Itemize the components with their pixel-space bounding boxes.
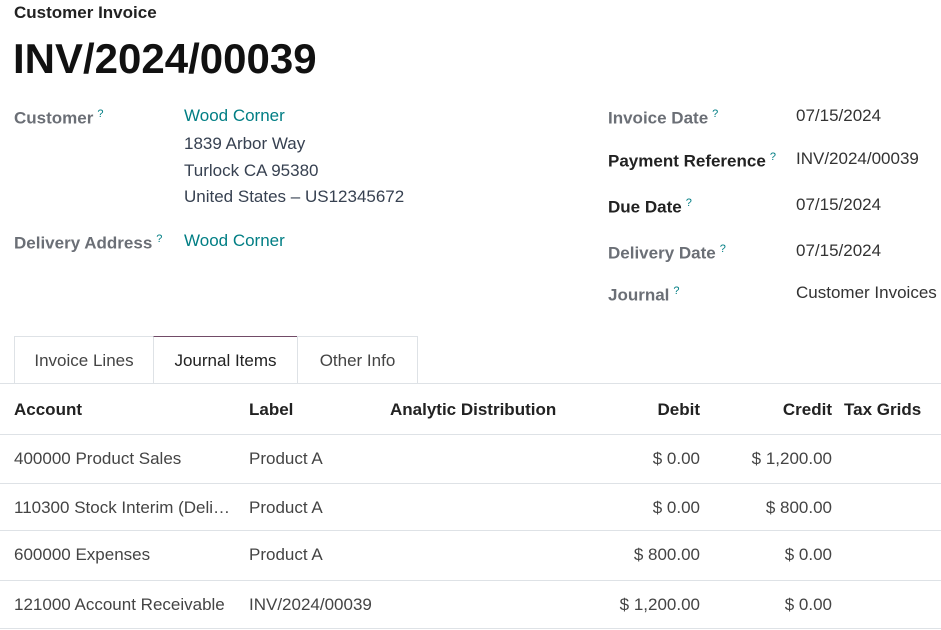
field-label: Delivery Address?	[14, 229, 162, 254]
field-value: INV/2024/00039	[796, 149, 919, 168]
label-text: Customer	[14, 108, 94, 128]
form-subtitle: Customer Invoice	[14, 3, 157, 22]
tab-active[interactable]: Journal Items	[153, 336, 298, 384]
table-cell: 400000 Product Sales	[14, 449, 182, 468]
table-cell: $ 800.00	[765, 498, 832, 517]
row-divider	[0, 483, 941, 484]
field-value: 07/15/2024	[796, 195, 882, 214]
customer-link[interactable]: Wood Corner	[184, 106, 285, 125]
table-cell: Product A	[249, 449, 323, 468]
table-cell: Product A	[249, 498, 323, 517]
field-value: 07/15/2024	[796, 106, 882, 125]
table-cell: $ 800.00	[633, 545, 700, 564]
form-title: INV/2024/00039	[13, 35, 317, 82]
address-line: United States – US12345672	[184, 187, 405, 206]
label-text: Invoice Date	[608, 108, 709, 128]
table-cell: $ 0.00	[652, 449, 700, 468]
label-text: Due Date	[608, 197, 682, 217]
field-label: Journal?	[608, 281, 680, 306]
table-cell: $ 0.00	[784, 595, 832, 614]
column-header[interactable]: Debit	[657, 400, 701, 419]
table-cell: $ 0.00	[652, 498, 700, 517]
column-header[interactable]: Label	[249, 400, 294, 419]
column-header[interactable]: Credit	[782, 400, 832, 419]
help-mark[interactable]: ?	[769, 151, 776, 163]
table-cell: 121000 Account Receivable	[14, 595, 225, 614]
tab[interactable]: Invoice Lines	[14, 336, 154, 383]
label-text: Journal	[608, 285, 670, 305]
address-line: 1839 Arbor Way	[184, 134, 306, 153]
field-value: Customer Invoices	[796, 283, 937, 302]
column-header[interactable]: Tax Grids	[844, 400, 922, 419]
row-divider	[0, 530, 941, 531]
help-mark[interactable]: ?	[97, 108, 104, 120]
help-mark[interactable]: ?	[685, 197, 692, 209]
field-label: Payment Reference?	[608, 147, 776, 172]
help-mark[interactable]: ?	[156, 233, 163, 245]
row-divider	[0, 580, 941, 581]
address-line: Turlock CA 95380	[184, 161, 319, 180]
field-label: Delivery Date?	[608, 239, 726, 264]
help-mark[interactable]: ?	[673, 285, 680, 297]
column-header[interactable]: Account	[14, 400, 82, 419]
column-header[interactable]: Analytic Distribution	[390, 400, 557, 419]
label-text: Delivery Address	[14, 233, 153, 253]
help-mark[interactable]: ?	[712, 108, 719, 120]
field-value: 07/15/2024	[796, 241, 882, 260]
row-divider	[0, 434, 941, 435]
table-cell: INV/2024/00039	[249, 595, 372, 614]
field-label: Invoice Date?	[608, 104, 718, 129]
table-cell: 110300 Stock Interim (Deli…	[14, 498, 231, 517]
tab[interactable]: Other Info	[297, 336, 418, 383]
field-label: Due Date?	[608, 193, 692, 218]
row-divider	[0, 628, 941, 629]
help-mark[interactable]: ?	[719, 243, 726, 255]
tab-divider	[0, 383, 941, 384]
table-cell: $ 0.00	[784, 545, 832, 564]
field-label: Customer?	[14, 104, 103, 129]
table-cell: $ 1,200.00	[619, 595, 700, 614]
label-text: Delivery Date	[608, 243, 716, 263]
table-cell: $ 1,200.00	[751, 449, 832, 468]
table-cell: 600000 Expenses	[14, 545, 151, 564]
table-cell: Product A	[249, 545, 323, 564]
label-text: Payment Reference	[608, 151, 766, 171]
delivery-link[interactable]: Wood Corner	[184, 231, 285, 250]
